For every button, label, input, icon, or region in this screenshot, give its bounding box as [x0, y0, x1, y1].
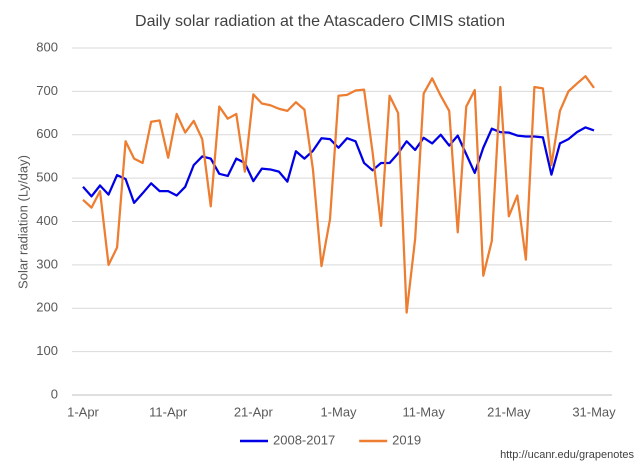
x-tick-label: 21-May	[487, 404, 531, 419]
y-tick-label: 500	[36, 170, 58, 185]
x-tick-label: 1-May	[320, 404, 357, 419]
legend-label: 2019	[392, 432, 421, 447]
source-note: http://ucanr.edu/grapenotes	[500, 449, 634, 461]
chart-title: Daily solar radiation at the Atascadero …	[135, 13, 505, 30]
y-axis-label: Solar radiation (Ly/day)	[15, 155, 30, 289]
x-tick-label: 11-May	[402, 404, 445, 419]
y-tick-label: 700	[36, 83, 58, 98]
x-tick-label: 31-May	[572, 404, 616, 419]
x-tick-label: 1-Apr	[67, 404, 99, 419]
y-tick-label: 0	[51, 386, 58, 401]
y-tick-label: 200	[36, 300, 58, 315]
legend-label: 2008-2017	[273, 432, 335, 447]
series-line	[82, 75, 595, 314]
series-line	[82, 126, 595, 204]
x-tick-label: 21-Apr	[234, 404, 274, 419]
y-tick-label: 300	[36, 256, 58, 271]
y-tick-label: 600	[36, 126, 58, 141]
y-tick-label: 100	[36, 343, 58, 358]
x-tick-label: 11-Apr	[149, 404, 188, 419]
y-tick-label: 400	[36, 213, 58, 228]
y-tick-label: 800	[36, 39, 58, 54]
